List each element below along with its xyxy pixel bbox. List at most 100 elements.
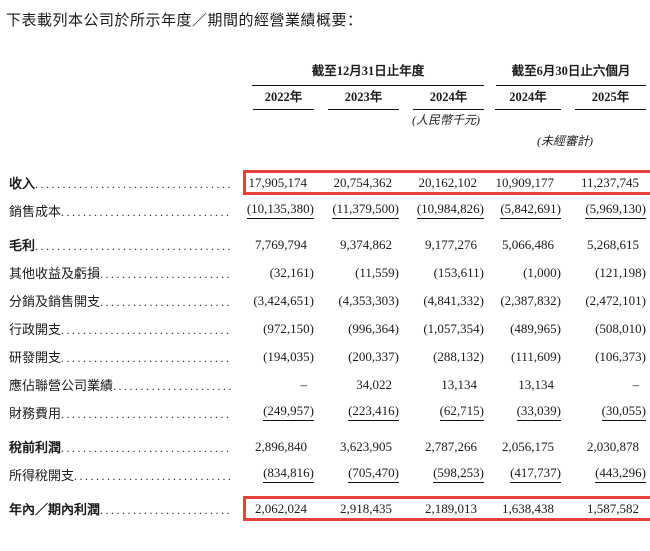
row-values: 2,896,840 3,623,905 2,787,266 2,056,175 2,03… xyxy=(245,440,650,453)
value-cell: (111,609) xyxy=(484,350,561,363)
cell-value: (153,611) xyxy=(433,265,484,280)
table-row: 所得稅開支 ..................................… xyxy=(0,461,650,489)
row-label: 研發開支 xyxy=(9,350,62,365)
cell-value: (4,353,303) xyxy=(338,293,399,308)
cell-value: (111,609) xyxy=(511,349,561,364)
cell-value: (62,715) xyxy=(439,404,484,421)
cell-value: 2,030,878 xyxy=(587,439,639,454)
row-label: 稅前利潤 xyxy=(9,440,62,455)
cell-value: (288,132) xyxy=(433,349,484,364)
year-header-2025-interim: 2025年 xyxy=(575,89,646,110)
value-cell: (834,816) xyxy=(245,466,314,483)
value-cell: – xyxy=(245,378,314,391)
financial-summary-page: 下表載列本公司於所示年度／期間的經營業績概要： 截至12月31日止年度 截至6月… xyxy=(0,9,650,551)
row-values-highlighted: 17,905,174 20,754,362 20,162,102 10,909,177… xyxy=(243,170,650,195)
cell-value: 13,134 xyxy=(518,377,554,392)
cell-value: (11,559) xyxy=(355,265,399,280)
cell-value: (705,470) xyxy=(348,466,399,483)
table-row: 財務費用 ...................................… xyxy=(0,399,650,427)
value-cell: 20,754,362 xyxy=(314,176,399,189)
value-cell: (4,841,332) xyxy=(399,294,484,307)
cell-value: 2,896,840 xyxy=(255,439,307,454)
dot-leader: ........................................… xyxy=(100,267,232,281)
row-values: (3,424,651) (4,353,303) (4,841,332) (2,387,… xyxy=(245,294,650,307)
row-values: (194,035) (200,337) (288,132) (111,609) (106… xyxy=(245,350,650,363)
value-cell: 2,189,013 xyxy=(399,502,484,515)
value-cell: 2,062,024 xyxy=(245,502,314,515)
value-cell: (4,353,303) xyxy=(314,294,399,307)
dot-leader: ........................................… xyxy=(35,239,232,253)
row-values: – 34,022 13,134 13,134 – xyxy=(245,378,650,391)
value-cell: (200,337) xyxy=(314,350,399,363)
cell-value: (5,842,691) xyxy=(500,202,561,219)
table-row: 銷售成本 ...................................… xyxy=(0,197,650,225)
value-cell: 9,374,862 xyxy=(314,238,399,251)
value-cell: 7,769,794 xyxy=(245,238,314,251)
cell-value: (443,296) xyxy=(595,466,646,483)
cell-value: (489,965) xyxy=(510,321,561,336)
value-cell: 10,909,177 xyxy=(484,176,561,189)
cell-value: (106,373) xyxy=(595,349,646,364)
row-values: (834,816) (705,470) (598,253) (417,737) (443… xyxy=(245,466,650,483)
cell-value: 20,162,102 xyxy=(418,175,478,190)
value-cell: (11,559) xyxy=(314,266,399,279)
cell-value: 2,056,175 xyxy=(502,439,554,454)
cell-value: (33,039) xyxy=(516,404,561,421)
value-cell: 2,896,840 xyxy=(245,440,314,453)
cell-value: (2,387,832) xyxy=(500,293,561,308)
table-row: 年內／期內利潤 ................................… xyxy=(0,495,650,523)
value-cell: (508,010) xyxy=(561,322,646,335)
value-cell: 2,030,878 xyxy=(561,440,646,453)
currency-unit-note: (人民幣千元) xyxy=(412,112,480,127)
operating-results-table: 截至12月31日止年度 截至6月30日止六個月 2022年 2023年 2024… xyxy=(0,60,650,523)
period-header-annual: 截至12月31日止年度 xyxy=(252,60,484,86)
unaudited-note: (未經審計) xyxy=(537,133,593,148)
cell-value: 20,754,362 xyxy=(333,175,393,190)
value-cell: 1,638,438 xyxy=(484,502,561,515)
year-header-2024: 2024年 xyxy=(413,89,484,110)
unaudited-note-row: (未經審計) xyxy=(0,132,650,149)
row-label: 行政開支 xyxy=(9,322,62,337)
value-cell: (1,000) xyxy=(484,266,561,279)
cell-value: 1,638,438 xyxy=(502,501,554,516)
row-values: (10,135,380) (11,379,500) (10,984,826) (5,8… xyxy=(245,202,650,219)
cell-value: – xyxy=(300,377,308,392)
value-cell: (10,135,380) xyxy=(245,202,314,219)
value-cell: 17,905,174 xyxy=(245,176,314,189)
cell-value: 7,769,794 xyxy=(255,237,307,252)
row-label: 所得稅開支 xyxy=(9,468,75,483)
row-label: 年內／期內利潤 xyxy=(9,502,101,517)
cell-value: (598,253) xyxy=(433,466,484,483)
year-header-2023: 2023年 xyxy=(328,89,399,110)
value-cell: (972,150) xyxy=(245,322,314,335)
row-label: 分銷及銷售開支 xyxy=(9,294,101,309)
value-cell: (32,161) xyxy=(245,266,314,279)
row-values: (32,161) (11,559) (153,611) (1,000) (121,198… xyxy=(245,266,650,279)
value-cell: (223,416) xyxy=(314,404,399,421)
cell-value: (3,424,651) xyxy=(253,293,314,308)
row-label: 毛利 xyxy=(9,238,36,253)
value-cell: (30,055) xyxy=(561,404,646,421)
cell-value: 9,374,862 xyxy=(340,237,392,252)
cell-value: 10,909,177 xyxy=(495,175,555,190)
currency-unit-row: (人民幣千元) xyxy=(0,114,650,126)
value-cell: 13,134 xyxy=(399,378,484,391)
cell-value: (417,737) xyxy=(510,466,561,483)
cell-value: 5,268,615 xyxy=(587,237,639,252)
year-header-2024-interim: 2024年 xyxy=(495,89,561,110)
value-cell: (5,842,691) xyxy=(484,202,561,219)
table-row: 稅前利潤 ...................................… xyxy=(0,433,650,461)
value-cell: (194,035) xyxy=(245,350,314,363)
value-cell: (106,373) xyxy=(561,350,646,363)
cell-value: 11,237,745 xyxy=(580,175,639,190)
row-values: 7,769,794 9,374,862 9,177,276 5,066,486 5,26… xyxy=(245,238,650,251)
table-row: 收入 .....................................… xyxy=(0,169,650,197)
cell-value: (1,000) xyxy=(523,265,561,280)
value-cell: 11,237,745 xyxy=(561,176,646,189)
value-cell: (249,957) xyxy=(245,404,314,421)
cell-value: (508,010) xyxy=(595,321,646,336)
cell-value: 2,189,013 xyxy=(425,501,477,516)
value-cell: 20,162,102 xyxy=(399,176,484,189)
cell-value: (10,135,380) xyxy=(246,202,314,219)
cell-value: (223,416) xyxy=(348,404,399,421)
